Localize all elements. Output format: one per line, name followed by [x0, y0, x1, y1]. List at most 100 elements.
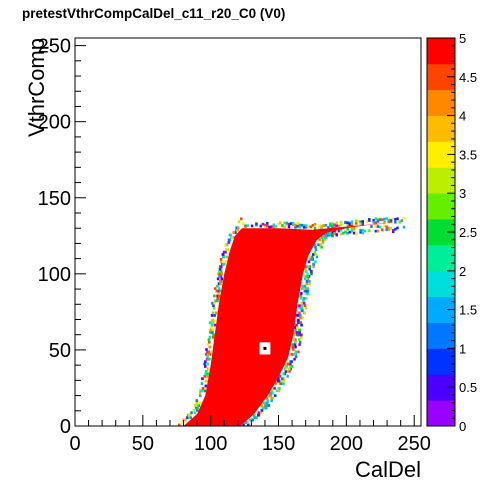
- heatmap-cell: [211, 301, 214, 305]
- heatmap-cell: [207, 350, 210, 354]
- heatmap-cell: [224, 260, 227, 264]
- heatmap-cell: [288, 367, 291, 371]
- heatmap-cell: [361, 228, 365, 232]
- heatmap-cell: [346, 224, 349, 227]
- heatmap-cell: [302, 224, 306, 228]
- heatmap-cell: [210, 326, 213, 329]
- heatmap-cell: [192, 408, 195, 412]
- heatmap-cell: [295, 331, 299, 334]
- heatmap-cell: [217, 294, 221, 298]
- heatmap-cell: [302, 301, 306, 305]
- heatmap-cell: [207, 352, 211, 356]
- heatmap-cell: [226, 248, 230, 252]
- color-bar-segment: [427, 89, 455, 116]
- heatmap-cell: [396, 226, 399, 230]
- heatmap-cell: [206, 357, 209, 361]
- heatmap-cell: [298, 311, 301, 315]
- heatmap-cell: [198, 391, 202, 395]
- heatmap-cell: [331, 222, 334, 226]
- heatmap-cell: [298, 343, 301, 346]
- heatmap-cell: [339, 228, 343, 232]
- heatmap-cell: [359, 222, 362, 226]
- heatmap-cell: [198, 394, 202, 398]
- heatmap-cell: [218, 289, 222, 293]
- heatmap-cell: [209, 331, 212, 334]
- heatmap-cell: [277, 377, 280, 381]
- heatmap-cell: [239, 217, 243, 221]
- heatmap-cell: [305, 224, 308, 227]
- heatmap-cell: [297, 321, 300, 325]
- heatmap-cell: [298, 328, 302, 332]
- heatmap-cell: [344, 221, 347, 224]
- heatmap-cell: [214, 299, 217, 303]
- heatmap-cell: [293, 331, 297, 334]
- color-bar-tick-label: 1: [459, 341, 466, 356]
- heatmap-cell: [280, 379, 283, 383]
- heatmap-cell: [224, 248, 228, 252]
- heatmap-cell: [214, 287, 217, 290]
- heatmap-cell: [220, 265, 223, 269]
- heatmap-cell: [339, 220, 343, 224]
- heatmap-cell: [250, 224, 254, 228]
- color-bar-tick-label: 3.5: [459, 147, 477, 162]
- heatmap-cell: [292, 352, 295, 356]
- heatmap-cell: [333, 232, 336, 236]
- heatmap-cell: [208, 335, 212, 339]
- y-tick-label: 50: [49, 340, 71, 362]
- heatmap-cell: [381, 228, 384, 232]
- color-bar-axis: 0 0.5 1 1.5 2 2.5 3 3.5 4 4.5 5: [447, 31, 477, 434]
- heatmap-cell: [315, 255, 319, 259]
- x-tick-label: 50: [132, 433, 154, 455]
- color-bar-tick-label: 3: [459, 186, 466, 201]
- heatmap-cell: [301, 284, 304, 288]
- heatmap-cell: [283, 372, 287, 376]
- heatmap-cell: [177, 423, 181, 427]
- heatmap-cell: [298, 340, 302, 344]
- heatmap-cell: [350, 222, 354, 226]
- heatmap-cell: [310, 258, 314, 261]
- heatmap-cell: [246, 421, 250, 424]
- heatmap-cell: [355, 222, 358, 225]
- heatmap-cell: [320, 245, 323, 249]
- heatmap-cell: [303, 296, 306, 300]
- heatmap-cell: [227, 238, 231, 242]
- color-bar-tick-label: 1.5: [459, 303, 477, 318]
- heatmap-cell: [291, 365, 294, 368]
- heatmap-cell: [247, 423, 250, 427]
- heatmap-cell: [322, 234, 325, 238]
- heatmap-cell: [189, 416, 192, 419]
- heatmap-cell: [329, 233, 333, 237]
- heatmap-cell: [270, 225, 273, 229]
- heatmap-cell: [383, 217, 386, 221]
- heatmap-cell: [195, 406, 198, 410]
- heatmap-cell: [301, 309, 304, 312]
- heatmap-cell: [217, 282, 221, 286]
- heatmap-cell: [304, 292, 307, 295]
- heatmap-cell: [314, 245, 317, 249]
- color-bar-segment: [427, 244, 455, 272]
- heatmap-cell: [212, 304, 215, 307]
- heatmap-cell: [288, 370, 291, 373]
- heatmap-cell: [282, 377, 286, 381]
- heatmap-cell: [212, 306, 216, 310]
- heatmap-cell: [359, 220, 362, 224]
- heatmap-cell: [319, 243, 322, 247]
- heatmap-cell: [205, 379, 208, 383]
- heatmap-cell: [339, 222, 343, 226]
- color-bar-segment: [427, 322, 455, 349]
- heatmap-cell: [221, 262, 225, 266]
- heatmap-cell: [402, 225, 406, 229]
- heatmap-cell: [295, 323, 298, 327]
- heatmap-cell: [211, 331, 214, 334]
- heatmap-cell: [214, 311, 218, 315]
- heatmap-cell: [306, 289, 310, 293]
- heatmap-cell: [196, 408, 199, 412]
- heatmap-cell: [229, 233, 232, 237]
- heatmap-cell: [346, 227, 349, 231]
- heatmap-cell: [219, 258, 223, 261]
- heatmap-cell: [323, 236, 327, 239]
- heatmap-cell: [210, 323, 214, 327]
- color-bar-segment: [427, 38, 455, 65]
- heatmap-cell: [314, 253, 318, 256]
- heatmap-cell: [287, 225, 291, 229]
